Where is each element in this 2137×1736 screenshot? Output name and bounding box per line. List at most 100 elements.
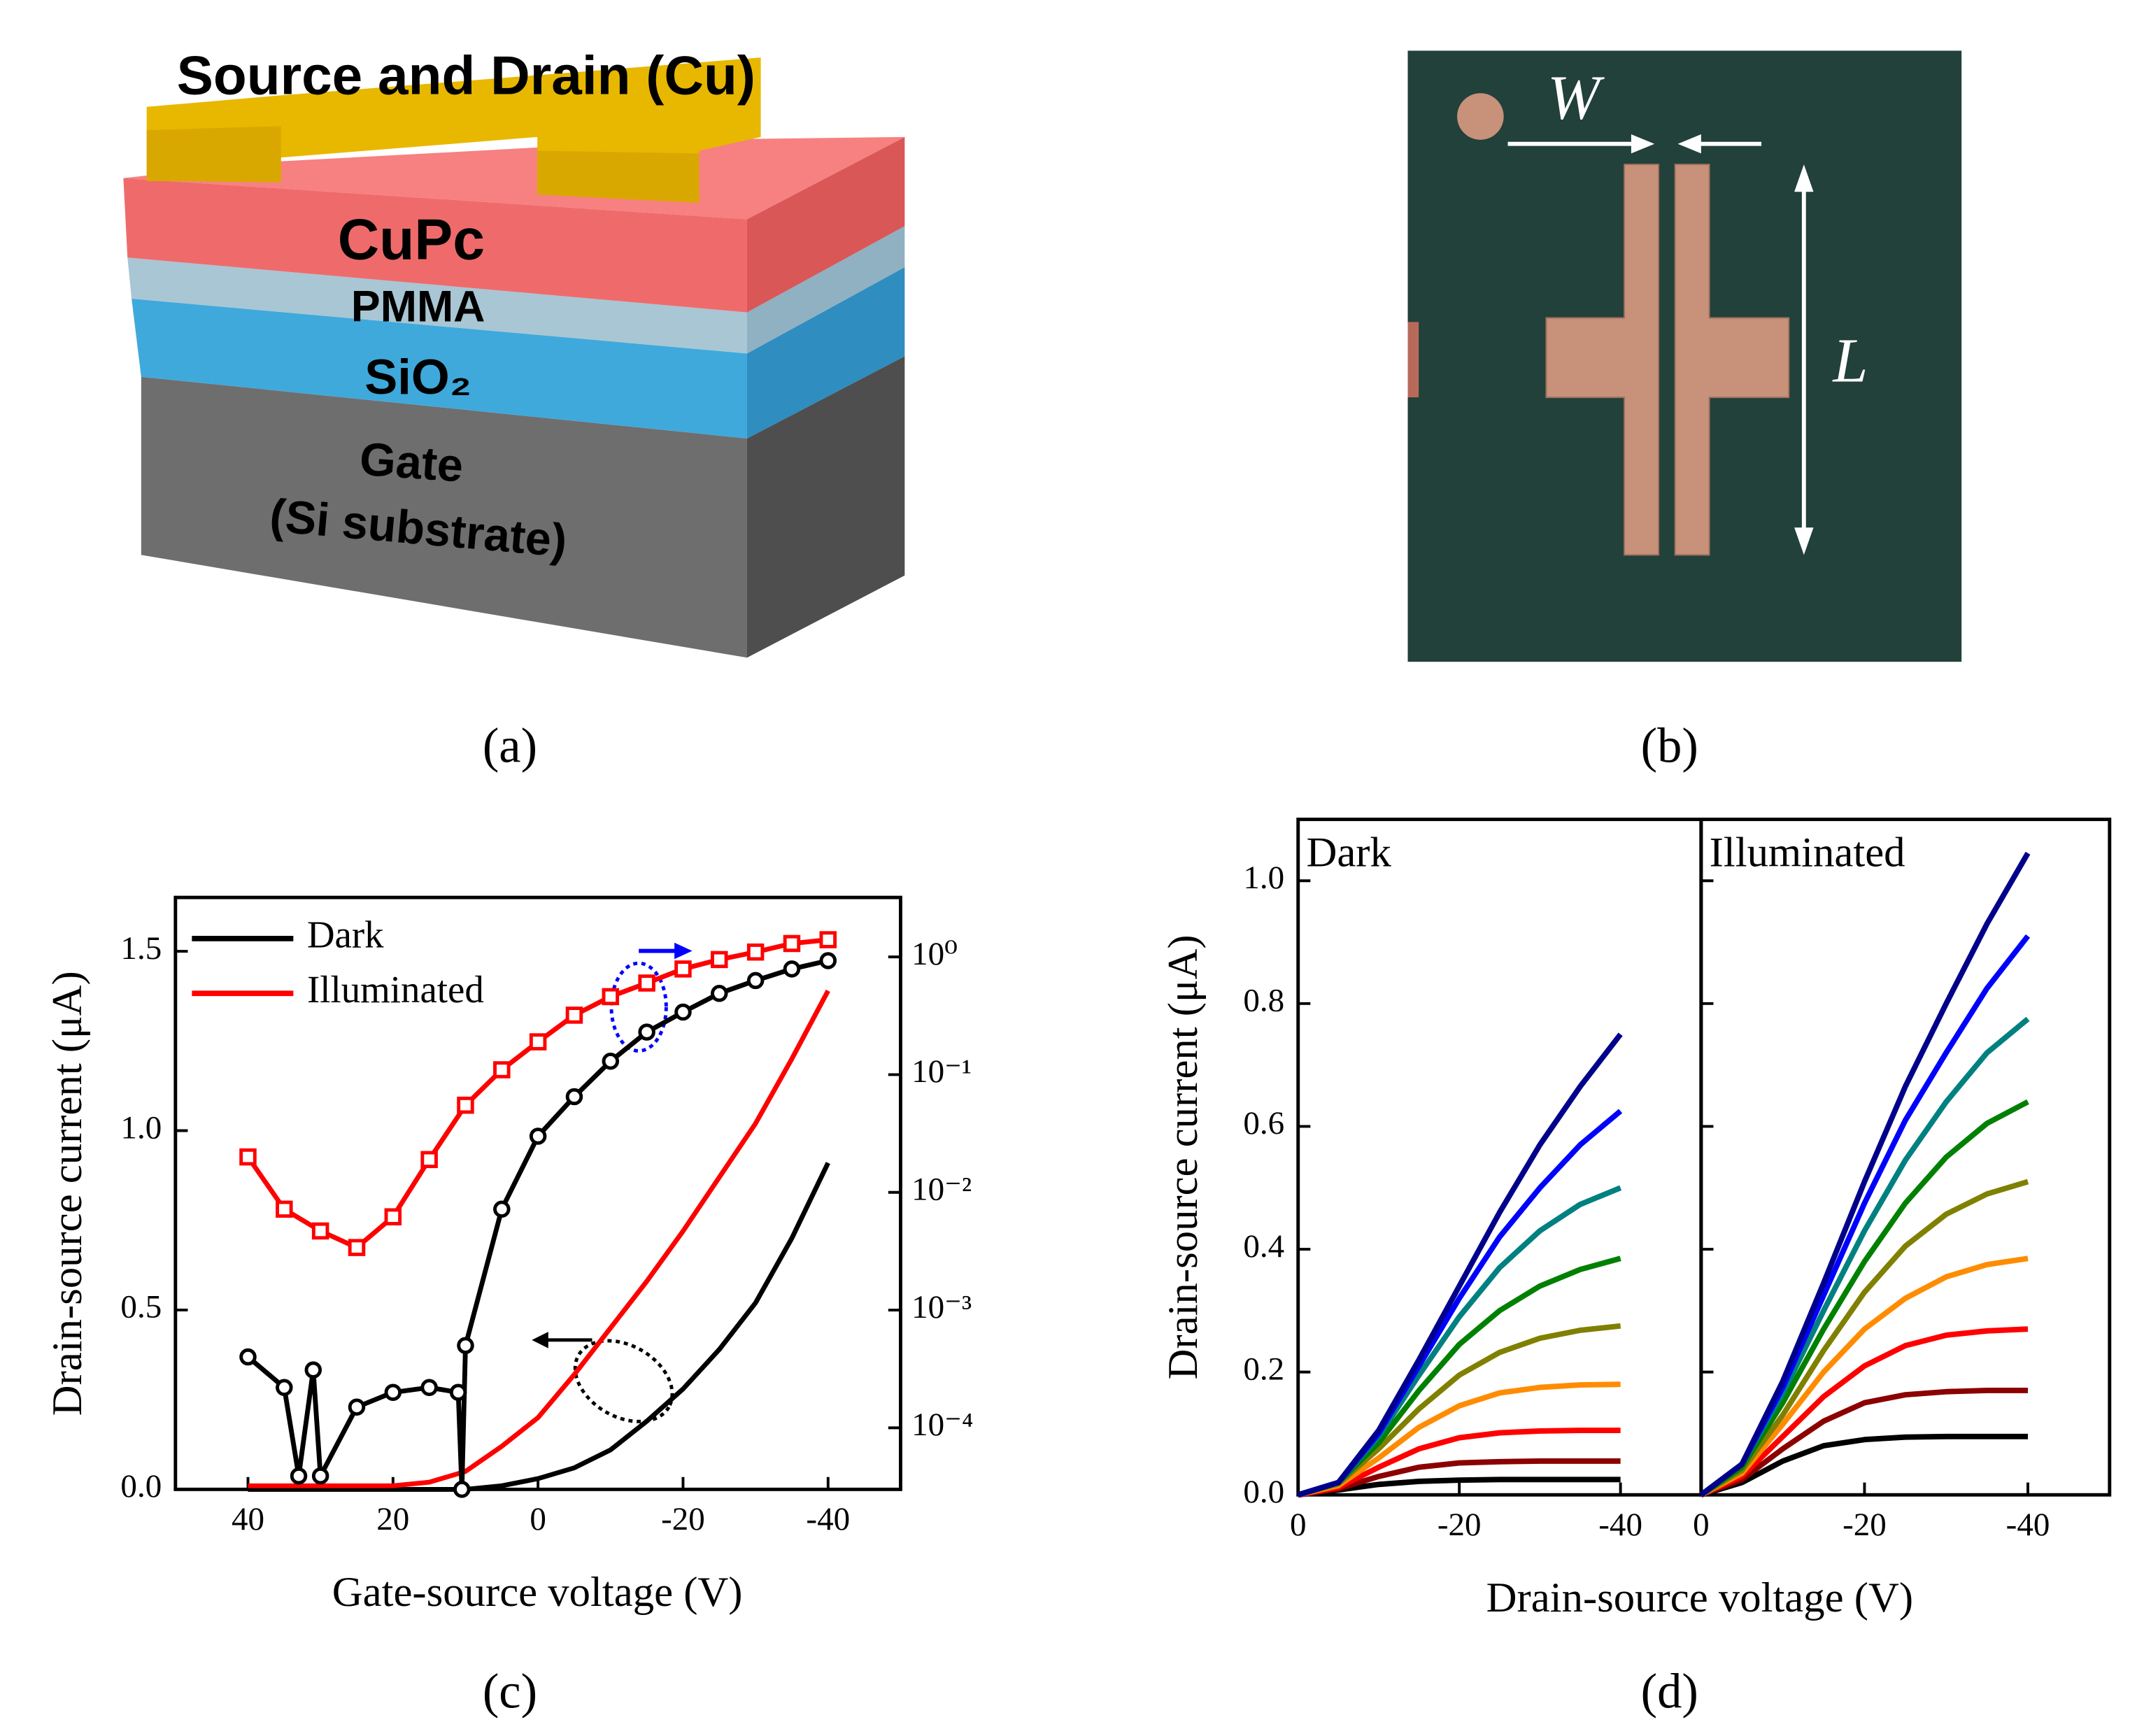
y2-tick-label: 10⁰ <box>911 936 958 972</box>
gate-front <box>141 376 747 658</box>
arrow-head <box>532 1332 548 1349</box>
data-line <box>1297 1032 1623 1497</box>
layer-label: PMMA <box>351 282 485 331</box>
x-tick-label: -20 <box>1437 1507 1482 1543</box>
x-tick-label: 20 <box>376 1501 409 1537</box>
y-tick-label: 0.5 <box>120 1289 162 1325</box>
marker <box>276 1200 293 1218</box>
panel-label: (d) <box>1641 1664 1698 1719</box>
data-line <box>1699 1179 2029 1497</box>
plot-frame <box>1699 818 2112 1497</box>
arrow-head <box>674 942 693 960</box>
marker <box>783 934 801 953</box>
pmma-front <box>127 257 747 354</box>
marker <box>529 1033 547 1051</box>
data-line <box>248 1162 830 1492</box>
marker <box>304 1361 322 1379</box>
y-axis-label: Drain-source current (μA) <box>44 971 91 1416</box>
marker <box>239 1148 257 1166</box>
x-axis-label: Gate-source voltage (V) <box>332 1569 743 1616</box>
marker <box>348 1398 366 1416</box>
axis-marker <box>573 1339 674 1423</box>
data-line <box>1700 1433 2029 1497</box>
marker <box>638 1023 655 1041</box>
x-tick-label: 0 <box>1693 1507 1710 1543</box>
marker <box>711 985 728 1002</box>
cupc-side <box>746 136 905 313</box>
y-tick-label: 0.4 <box>1243 1228 1284 1265</box>
cu-label: Source and Drain (Cu) <box>177 44 755 106</box>
marker <box>384 1383 402 1401</box>
y2-tick-label: 10⁻² <box>911 1172 972 1208</box>
marker <box>311 1467 329 1485</box>
panel-label: (c) <box>483 1664 537 1719</box>
marker <box>290 1467 308 1485</box>
cupc-top <box>123 136 905 220</box>
x-tick-label: 0 <box>530 1501 546 1537</box>
data-line <box>1699 851 2031 1497</box>
marker <box>602 1053 620 1070</box>
arrow-head <box>1794 527 1814 555</box>
data-line <box>248 989 830 1488</box>
y-tick-label: 1.0 <box>120 1109 162 1146</box>
data-line <box>1297 1381 1621 1498</box>
width-label: W <box>1547 64 1605 133</box>
y-tick-label: 1.5 <box>120 930 162 967</box>
y2-tick-label: 10⁻³ <box>911 1289 972 1325</box>
marker <box>565 1088 583 1106</box>
marker <box>493 1200 511 1218</box>
cu-face <box>537 150 700 203</box>
y-tick-label: 0.0 <box>120 1468 162 1504</box>
y-axis-label: Drain-source current (μA) <box>1160 934 1207 1379</box>
y-tick-label: 0.2 <box>1243 1351 1284 1387</box>
layer-label: CuPc <box>338 208 485 271</box>
data-line <box>1700 1388 2029 1497</box>
layer-label: SiO₂ <box>364 349 471 404</box>
pmma-side <box>746 226 905 354</box>
sio2-front <box>132 299 747 439</box>
marker <box>239 1348 257 1366</box>
marker <box>384 1208 402 1225</box>
x-tick-label: -20 <box>661 1501 705 1537</box>
subplot-title: Illuminated <box>1710 829 1905 876</box>
data-line <box>1700 1255 2029 1497</box>
electrode <box>1674 164 1790 556</box>
marker <box>674 960 692 978</box>
legend-label: Dark <box>307 913 384 955</box>
x-tick-label: -20 <box>1843 1507 1887 1543</box>
marker <box>493 1061 511 1079</box>
marker <box>819 952 837 969</box>
marker <box>602 988 620 1006</box>
marker <box>638 974 655 992</box>
layer-label: Gate <box>358 434 465 492</box>
panel-label: (b) <box>1641 719 1698 774</box>
axis-marker <box>609 961 668 1053</box>
marker <box>420 1379 438 1396</box>
sio2-side <box>746 266 905 439</box>
length-label: L <box>1831 327 1868 396</box>
marker <box>449 1383 467 1401</box>
arrow-head <box>1794 164 1814 192</box>
marker <box>819 931 837 948</box>
marker <box>565 1006 583 1024</box>
marker <box>783 960 801 978</box>
data-line <box>1298 1458 1621 1498</box>
marker <box>457 1096 474 1114</box>
arrow-head <box>1677 134 1701 154</box>
electrode <box>1545 164 1660 556</box>
x-tick-label: -40 <box>806 1501 850 1537</box>
micrograph: W L <box>1407 50 1962 662</box>
marker <box>674 1003 692 1021</box>
gate-side <box>746 356 905 658</box>
y2-tick-label: 10⁻⁴ <box>911 1407 973 1443</box>
x-tick-label: -40 <box>2006 1507 2050 1543</box>
marker <box>457 1337 474 1354</box>
y-tick-label: 1.0 <box>1243 860 1284 896</box>
subplot-title: Dark <box>1306 829 1391 876</box>
marker <box>529 1127 547 1145</box>
panel-label: (a) <box>483 719 537 774</box>
y2-tick-label: 10⁻¹ <box>911 1053 972 1090</box>
data-line <box>1700 1326 2029 1497</box>
marker <box>746 943 765 961</box>
